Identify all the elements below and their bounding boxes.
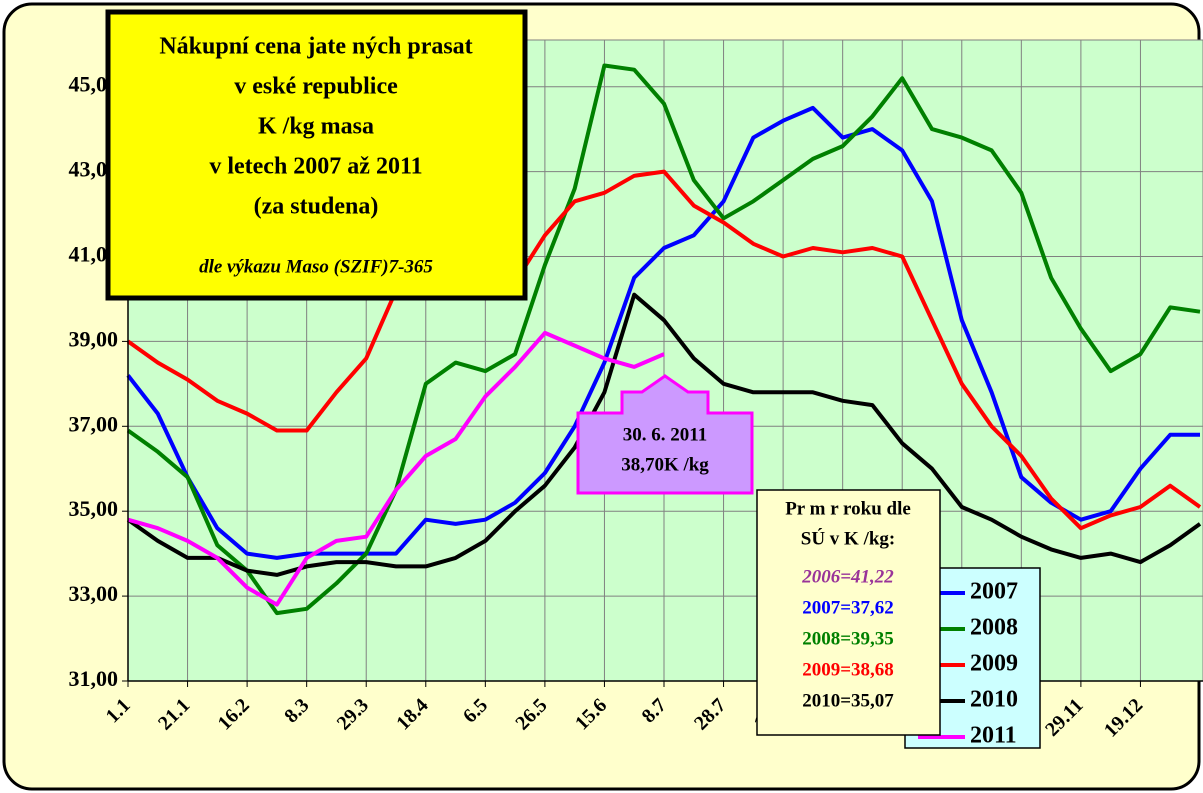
- series-line: [127, 330, 665, 607]
- averages-heading: SÚ v K /kg:: [801, 527, 896, 549]
- series-line: [126, 105, 1200, 560]
- average-item: 2008=39,35: [802, 628, 894, 649]
- legend-label: 2009: [970, 651, 1018, 677]
- series-line: [126, 292, 1202, 577]
- average-item: 2006=41,22: [801, 566, 894, 587]
- legend-label: 2011: [970, 723, 1017, 749]
- chart-title: v eské republice: [234, 74, 398, 100]
- average-item: 2010=35,07: [802, 690, 894, 711]
- chart-title: v letech 2007 až 2011: [209, 154, 422, 180]
- legend-label: 2008: [970, 615, 1018, 641]
- callout: [576, 374, 754, 495]
- y-tick-label: 31,00: [69, 666, 119, 691]
- title-box: [105, 9, 528, 301]
- annotation: 38,70K /kg: [621, 454, 709, 475]
- legend-label: 2007: [970, 579, 1018, 605]
- averages-heading: Pr m r roku dle: [785, 498, 911, 519]
- series-line: [126, 169, 1202, 531]
- averages-box: [756, 489, 941, 736]
- chart-title: (za studena): [254, 194, 379, 220]
- y-tick-label: 33,00: [69, 581, 119, 606]
- average-item: 2009=38,68: [802, 659, 894, 680]
- series-line: [126, 63, 1201, 616]
- chart-title: Nákupní cena jate ných prasat: [159, 34, 472, 60]
- annotation: 30. 6. 2011: [623, 424, 707, 445]
- legend-label: 2010: [970, 687, 1018, 713]
- average-item: 2007=37,62: [802, 597, 894, 618]
- y-tick-label: 37,00: [69, 411, 119, 436]
- y-tick-label: 39,00: [69, 326, 119, 351]
- y-tick-label: 35,00: [69, 496, 119, 521]
- chart-subtitle: dle výkazu Maso (SZIF)7-365: [199, 256, 433, 277]
- chart-title: K /kg masa: [258, 114, 374, 140]
